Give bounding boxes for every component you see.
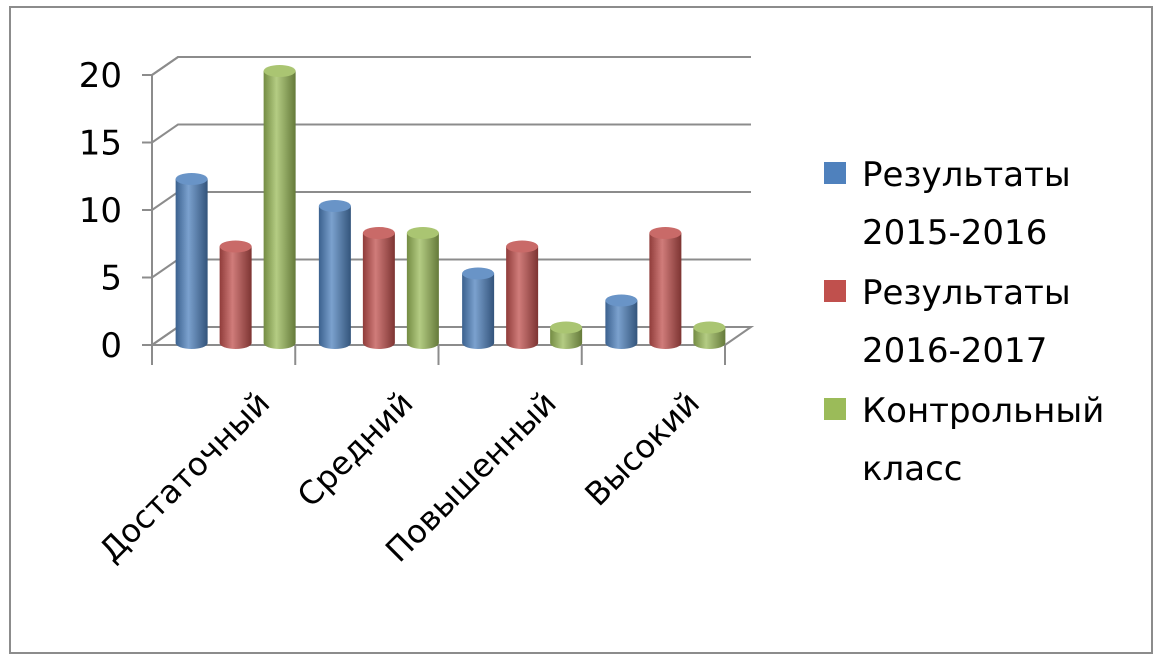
legend-item: Контрольный класс [824, 391, 1104, 489]
legend-label: класс [862, 449, 963, 489]
bar [362, 227, 395, 349]
gridline [151, 123, 751, 144]
legend-swatch [824, 280, 846, 302]
gridline [151, 56, 751, 76]
legend-item: Результаты 2016-2017 [824, 273, 1071, 371]
legend: Результаты 2015-2016 Результаты 2016-2017 Ко… [824, 155, 1104, 489]
x-category-label: Достаточный [92, 384, 278, 570]
bar-top [693, 321, 726, 334]
legend-swatch [824, 162, 846, 184]
bar-top [462, 267, 495, 280]
bar [550, 321, 583, 349]
bar-body [362, 233, 395, 349]
back-wall-top [151, 56, 751, 76]
bar-top [175, 173, 208, 185]
bar-top [506, 240, 539, 253]
bar-body [406, 233, 439, 349]
bar-body [605, 300, 638, 349]
bar-body [506, 246, 539, 349]
bar [175, 173, 208, 349]
bar-body [318, 206, 351, 349]
bar [263, 65, 296, 349]
bar [406, 227, 439, 349]
x-category-label: Средний [290, 384, 421, 515]
legend-label: Результаты [862, 273, 1071, 313]
bar-body [693, 327, 726, 349]
bar-top [318, 200, 351, 212]
y-axis-tick-labels: 0 5 10 15 20 [79, 56, 122, 366]
bar-top [263, 65, 296, 77]
bar-body [462, 273, 495, 349]
legend-label: Результаты [862, 155, 1071, 195]
bar [318, 200, 351, 349]
bar-top [406, 227, 439, 239]
bar-top [550, 321, 583, 334]
legend-label: 2015-2016 [862, 213, 1047, 253]
bars [175, 65, 726, 349]
bar-body [550, 327, 583, 349]
y-tick-label: 10 [79, 191, 122, 231]
bar [506, 240, 539, 349]
legend-item: Результаты 2015-2016 [824, 155, 1071, 253]
bar [649, 227, 682, 349]
legend-label: 2016-2017 [862, 331, 1047, 371]
y-tick-label: 20 [79, 56, 122, 96]
legend-label: Контрольный [862, 391, 1104, 431]
bar-top [605, 294, 638, 307]
bar-body [219, 246, 252, 349]
bar [219, 240, 252, 349]
y-tick-label: 15 [79, 124, 122, 164]
bar [462, 267, 495, 349]
bar [693, 321, 726, 349]
bar-body [649, 233, 682, 349]
x-category-label: Высокий [577, 384, 707, 514]
bar [605, 294, 638, 349]
bar-body [263, 71, 296, 349]
bar-top [219, 240, 252, 253]
bar-top [649, 227, 682, 239]
y-tick-label: 0 [100, 326, 122, 366]
y-tick-label: 5 [100, 259, 122, 299]
bar-top [362, 227, 395, 239]
gridline [151, 191, 751, 211]
legend-swatch [824, 398, 846, 420]
bar-body [175, 179, 208, 349]
